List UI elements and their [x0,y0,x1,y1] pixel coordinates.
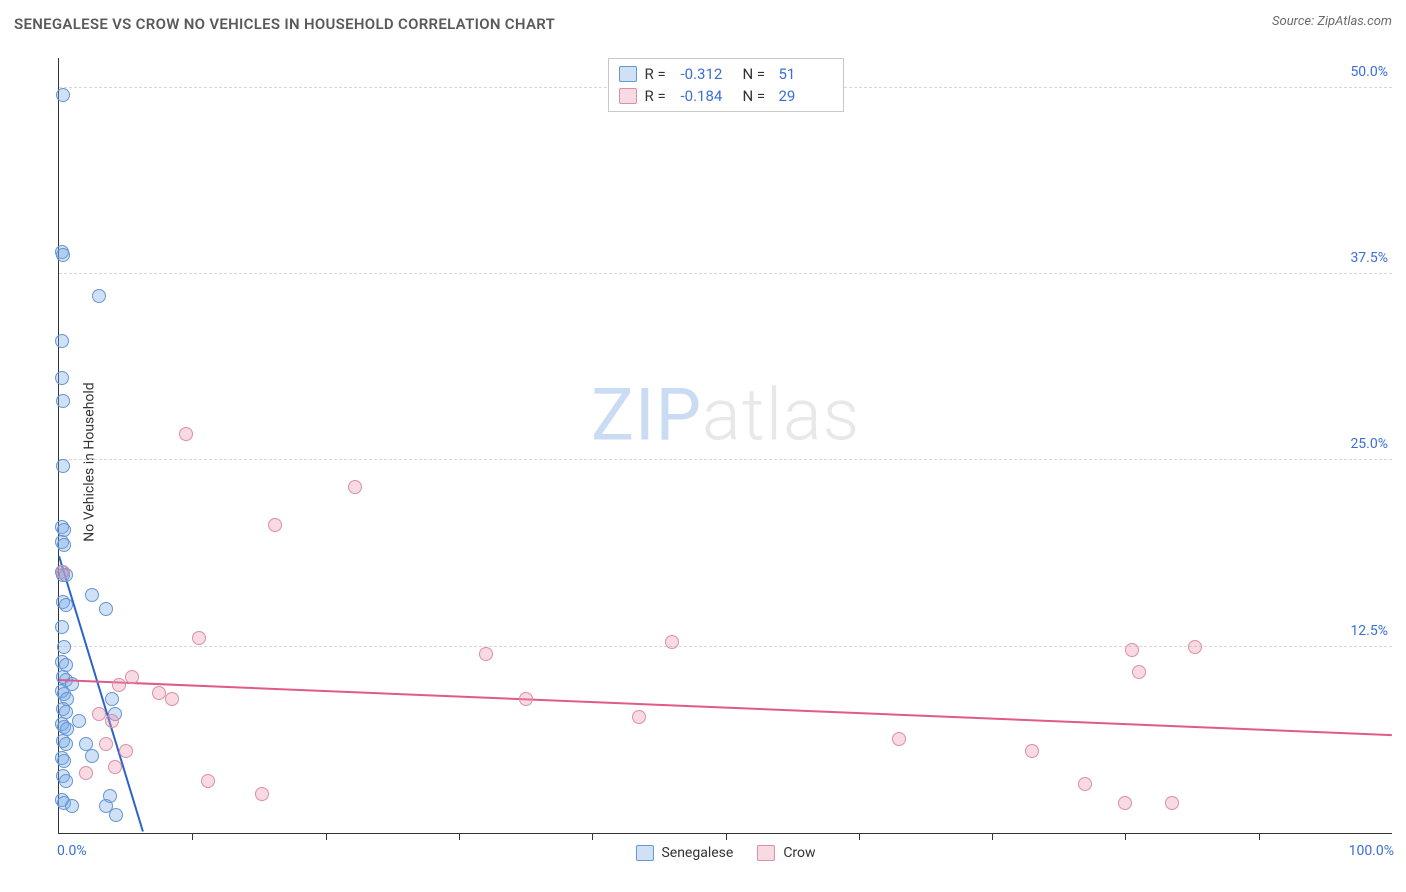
data-point [99,737,113,751]
data-point [125,670,139,684]
legend-swatch [619,66,637,82]
n-label: N = [743,65,771,83]
data-point [56,459,70,473]
data-point [109,808,123,822]
data-point [1188,640,1202,654]
x-axis-max-label: 100.0% [1349,843,1394,859]
x-tick [1125,833,1126,840]
chart-title: SENEGALESE VS CROW NO VEHICLES IN HOUSEH… [14,15,555,33]
correlation-legend: R = -0.312 N = 51 R = -0.184 N = 29 [608,58,844,112]
watermark-atlas: atlas [702,372,860,457]
r-label: R = [645,87,673,105]
x-axis-min-label: 0.0% [57,843,87,859]
data-point [179,427,193,441]
n-value: 29 [779,87,833,105]
y-tick-label: 37.5% [1350,250,1388,266]
data-point [92,289,106,303]
data-point [56,248,70,262]
legend-row: R = -0.184 N = 29 [619,85,833,107]
data-point [479,647,493,661]
data-point [105,692,119,706]
data-point [268,518,282,532]
watermark: ZIPatlas [591,372,860,457]
data-point [59,774,73,788]
data-point [519,692,533,706]
data-point [59,737,73,751]
legend-item: Crow [757,845,815,861]
legend-swatch [635,845,653,861]
data-point [79,766,93,780]
x-tick [459,833,460,840]
gridline [59,273,1392,274]
x-tick [859,833,860,840]
data-point [108,760,122,774]
legend-item: Senegalese [635,845,733,861]
legend-swatch [757,845,775,861]
data-point [665,635,679,649]
data-point [65,799,79,813]
data-point [56,88,70,102]
data-point [72,714,86,728]
data-point [55,620,69,634]
data-point [59,598,73,612]
data-point [105,714,119,728]
data-point [152,686,166,700]
data-point [92,707,106,721]
x-tick [1259,833,1260,840]
legend-label: Crow [783,845,815,861]
trend-line [59,679,1392,736]
plot-area: ZIPatlas R =-0.312N =51R =-0.184N =29 0.… [58,58,1392,834]
data-point [85,749,99,763]
legend-row: R = -0.312 N = 51 [619,63,833,85]
legend-label: Senegalese [661,845,733,861]
data-point [55,334,69,348]
x-tick [592,833,593,840]
data-point [56,394,70,408]
series-legend: Senegalese Crow [635,845,815,861]
data-point [57,754,71,768]
y-tick-label: 12.5% [1350,623,1388,639]
data-point [348,480,362,494]
n-label: N = [743,87,771,105]
data-point [85,588,99,602]
x-tick [992,833,993,840]
x-tick [326,833,327,840]
n-value: 51 [779,65,833,83]
r-label: R = [645,65,673,83]
data-point [112,678,126,692]
data-point [892,732,906,746]
r-value: -0.184 [681,87,735,105]
data-point [255,787,269,801]
data-point [632,710,646,724]
data-point [119,744,133,758]
x-tick [192,833,193,840]
data-point [57,640,71,654]
source-attribution: Source: ZipAtlas.com [1272,14,1392,29]
data-point [165,692,179,706]
x-tick [726,833,727,840]
y-tick-label: 25.0% [1350,436,1388,452]
chart-container: No Vehicles in Household ZIPatlas R =-0.… [14,46,1392,878]
y-tick-label: 50.0% [1350,64,1388,80]
data-point [56,565,70,579]
data-point [1132,665,1146,679]
legend-swatch [619,88,637,104]
data-point [192,631,206,645]
data-point [1118,796,1132,810]
data-point [1078,777,1092,791]
watermark-zip: ZIP [591,372,702,457]
data-point [55,371,69,385]
r-value: -0.312 [681,65,735,83]
data-point [1165,796,1179,810]
data-point [201,774,215,788]
data-point [1125,643,1139,657]
data-point [99,602,113,616]
data-point [1025,744,1039,758]
data-point [57,538,71,552]
gridline [59,459,1392,460]
